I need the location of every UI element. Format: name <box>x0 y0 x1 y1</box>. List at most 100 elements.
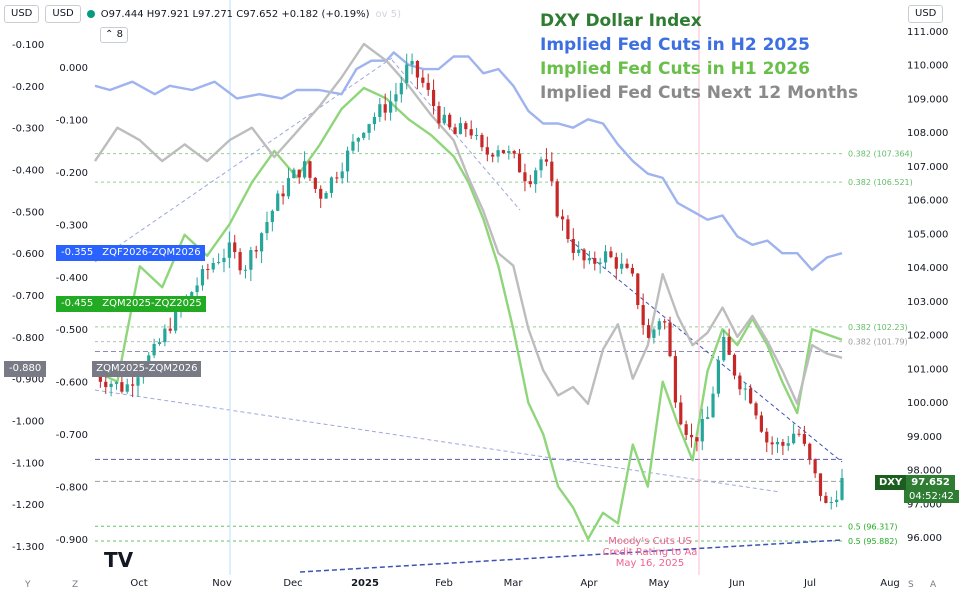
candle-body[interactable] <box>593 258 597 264</box>
corner-y[interactable]: Y <box>25 580 31 590</box>
candle-body[interactable] <box>453 127 457 135</box>
candle-body[interactable] <box>174 308 178 331</box>
candle-body[interactable] <box>254 250 258 252</box>
candle-body[interactable] <box>485 147 489 155</box>
candle-body[interactable] <box>808 443 812 460</box>
candle-body[interactable] <box>114 382 119 384</box>
candle-body[interactable] <box>673 356 678 403</box>
candle-body[interactable] <box>378 104 382 117</box>
candle-body[interactable] <box>544 159 549 162</box>
candle-body[interactable] <box>609 251 613 258</box>
trendline-bottom-rising[interactable] <box>299 539 843 573</box>
candle-body[interactable] <box>566 219 570 240</box>
candle-body[interactable] <box>491 154 495 157</box>
candle-body[interactable] <box>770 442 774 445</box>
candle-body[interactable] <box>539 159 543 171</box>
candle-body[interactable] <box>437 106 441 124</box>
candle-body[interactable] <box>222 257 226 263</box>
candle-body[interactable] <box>442 114 446 124</box>
candle-body[interactable] <box>652 329 656 338</box>
candle-body[interactable] <box>367 124 371 133</box>
candle-body[interactable] <box>249 250 253 270</box>
candle-body[interactable] <box>286 178 291 197</box>
candle-body[interactable] <box>802 434 806 444</box>
corner-z[interactable]: Z <box>72 580 79 590</box>
candle-body[interactable] <box>738 375 742 390</box>
candle-body[interactable] <box>259 233 264 252</box>
candle-body[interactable] <box>711 393 715 418</box>
series-tag-zqm2025-zqm2026[interactable]: -0.880 ZQM2025-ZQM2026 <box>4 361 202 377</box>
candle-body[interactable] <box>646 325 651 338</box>
candle-body[interactable] <box>722 336 726 361</box>
candle-body[interactable] <box>620 263 624 269</box>
trendline-top-falling[interactable] <box>391 59 521 211</box>
candle-body[interactable] <box>534 170 538 185</box>
candle-body[interactable] <box>351 141 355 151</box>
candle-body[interactable] <box>732 354 737 376</box>
candle-body[interactable] <box>399 82 403 95</box>
candle-body[interactable] <box>603 251 608 263</box>
candle-body[interactable] <box>797 433 801 435</box>
candle-body[interactable] <box>840 477 844 500</box>
series-line[interactable] <box>94 42 843 405</box>
candle-body[interactable] <box>163 328 167 343</box>
candle-body[interactable] <box>749 388 753 404</box>
candle-body[interactable] <box>555 181 559 217</box>
candle-body[interactable] <box>448 114 452 128</box>
candle-body[interactable] <box>469 129 473 136</box>
candle-body[interactable] <box>313 177 317 189</box>
candle-body[interactable] <box>109 383 113 388</box>
candle-body[interactable] <box>528 181 532 185</box>
candle-body[interactable] <box>200 269 205 286</box>
candle-body[interactable] <box>152 344 156 356</box>
candle-body[interactable] <box>577 249 581 253</box>
candle-body[interactable] <box>243 269 248 271</box>
price-label-dxy[interactable]: DXY 97.652 04:52:42 <box>875 475 959 503</box>
candle-body[interactable] <box>125 384 129 392</box>
candle-body[interactable] <box>625 263 629 268</box>
candle-body[interactable] <box>362 132 366 138</box>
candle-body[interactable] <box>394 94 398 102</box>
candle-body[interactable] <box>512 151 516 154</box>
candle-body[interactable] <box>689 434 694 438</box>
candle-body[interactable] <box>507 151 511 154</box>
candle-body[interactable] <box>233 242 237 253</box>
candle-body[interactable] <box>818 473 823 496</box>
candle-body[interactable] <box>104 381 108 388</box>
candle-body[interactable] <box>668 322 672 357</box>
candle-body[interactable] <box>356 137 360 142</box>
candle-body[interactable] <box>765 431 769 443</box>
candle-body[interactable] <box>582 249 586 261</box>
candle-body[interactable] <box>754 403 758 416</box>
candle-body[interactable] <box>308 161 312 178</box>
candle-body[interactable] <box>598 262 602 264</box>
candle-body[interactable] <box>329 177 334 193</box>
corner-a[interactable]: A <box>930 580 937 590</box>
candle-body[interactable] <box>550 161 554 182</box>
candle-body[interactable] <box>786 443 790 446</box>
candle-body[interactable] <box>496 150 500 157</box>
candle-body[interactable] <box>835 499 839 503</box>
candle-body[interactable] <box>335 177 339 179</box>
candle-body[interactable] <box>663 321 667 323</box>
unit-selector-left[interactable]: USD <box>4 5 40 23</box>
tradingview-logo[interactable]: 𝗧𝗩 <box>104 548 134 572</box>
candle-body[interactable] <box>302 161 307 178</box>
candle-body[interactable] <box>168 328 172 331</box>
candle-body[interactable] <box>340 171 344 179</box>
unit-selector-right[interactable]: USD <box>908 5 944 23</box>
candle-body[interactable] <box>517 153 522 173</box>
candle-body[interactable] <box>716 360 720 394</box>
candle-body[interactable] <box>695 437 699 442</box>
candle-body[interactable] <box>345 150 350 172</box>
candle-body[interactable] <box>297 169 301 178</box>
candle-body[interactable] <box>501 150 506 154</box>
candle-body[interactable] <box>759 415 763 432</box>
candle-body[interactable] <box>421 77 425 83</box>
candle-body[interactable] <box>727 336 731 355</box>
candle-body[interactable] <box>195 285 199 293</box>
candle-body[interactable] <box>684 424 688 435</box>
candle-body[interactable] <box>206 269 210 271</box>
candle-body[interactable] <box>211 262 215 270</box>
corner-s[interactable]: S <box>908 580 914 590</box>
